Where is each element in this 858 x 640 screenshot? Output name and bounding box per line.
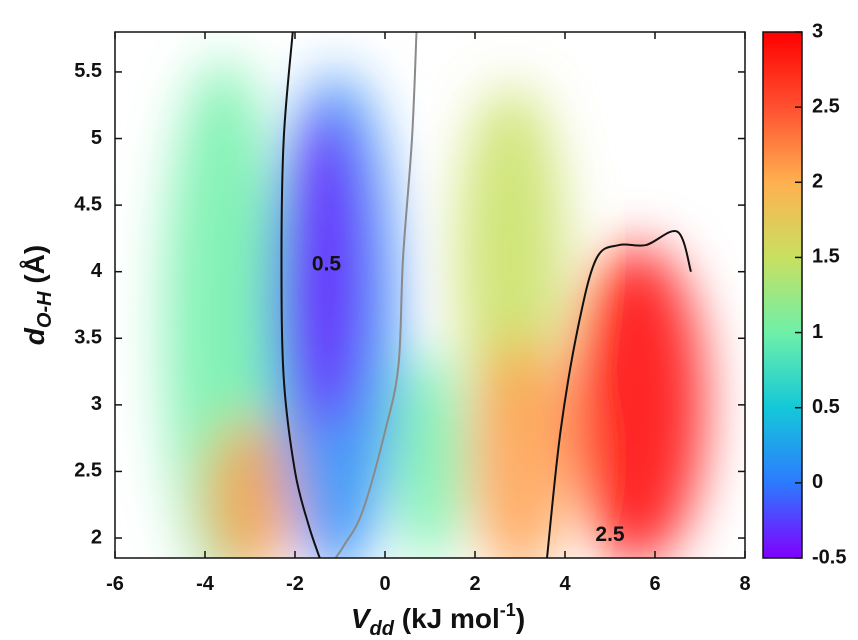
heat-region-red-well — [569, 245, 705, 558]
y-tick-label: 2 — [91, 526, 102, 548]
y-tick-label: 3.5 — [74, 327, 102, 349]
x-tick-label: 2 — [469, 573, 480, 595]
plot-frame — [114, 31, 746, 559]
x-axis-label: Vdd (kJ mol-1) — [351, 600, 525, 640]
heat-region-purple-core — [281, 111, 363, 432]
y-tick-label: 4.5 — [74, 193, 102, 215]
y-axis: 2 2.5 3 3.5 4 4.5 5 5.5 — [74, 60, 745, 548]
colorbar-tick-label: 2.5 — [812, 95, 840, 117]
x-tick-label: -6 — [106, 573, 124, 595]
x-tick-label: 4 — [559, 573, 571, 595]
x-tick-label: 6 — [649, 573, 660, 595]
heat-region-orange-band-right — [470, 338, 570, 558]
heat-layer — [164, 58, 705, 558]
x-tick-label: -2 — [286, 573, 304, 595]
contour-label: 0.5 — [312, 253, 342, 276]
contour-line — [546, 229, 692, 558]
heat-region-light-center — [394, 351, 466, 558]
y-tick-label: 3 — [91, 393, 102, 415]
colorbar-tick-label: 0 — [812, 471, 823, 493]
colorbar — [762, 31, 803, 559]
contour-line — [280, 32, 321, 558]
colorbar-ticks: -0.5 0 0.5 1 1.5 2 2.5 3 — [795, 20, 846, 568]
y-tick-label: 2.5 — [74, 460, 102, 482]
colorbar-tick-label: 0.5 — [812, 396, 840, 418]
contour-layer — [280, 32, 692, 558]
x-tick-label: 0 — [379, 573, 390, 595]
heat-region-green-band-right — [457, 85, 565, 432]
colorbar-tick-label: 1 — [812, 321, 823, 343]
x-axis: -6 -4 -2 0 2 4 6 8 — [106, 32, 751, 595]
contour-label: 2.5 — [595, 523, 625, 546]
x-tick-label: -4 — [196, 573, 215, 595]
contour-line — [334, 32, 418, 558]
heat-region-orange-band-left — [205, 418, 295, 558]
colorbar-tick-label: 2 — [812, 171, 823, 193]
x-tick-label: 8 — [739, 573, 750, 595]
y-tick-label: 5.5 — [74, 60, 102, 82]
y-tick-label: 5 — [91, 127, 102, 149]
colorbar-tick-label: -0.5 — [812, 546, 846, 568]
y-axis-label: dO-H (Å) — [19, 245, 56, 345]
colorbar-tick-label: 3 — [812, 20, 823, 42]
annotation-layer: 0.5 2.5 — [312, 253, 625, 546]
colorbar-tick-label: 1.5 — [812, 246, 840, 268]
y-tick-label: 4 — [91, 260, 103, 282]
